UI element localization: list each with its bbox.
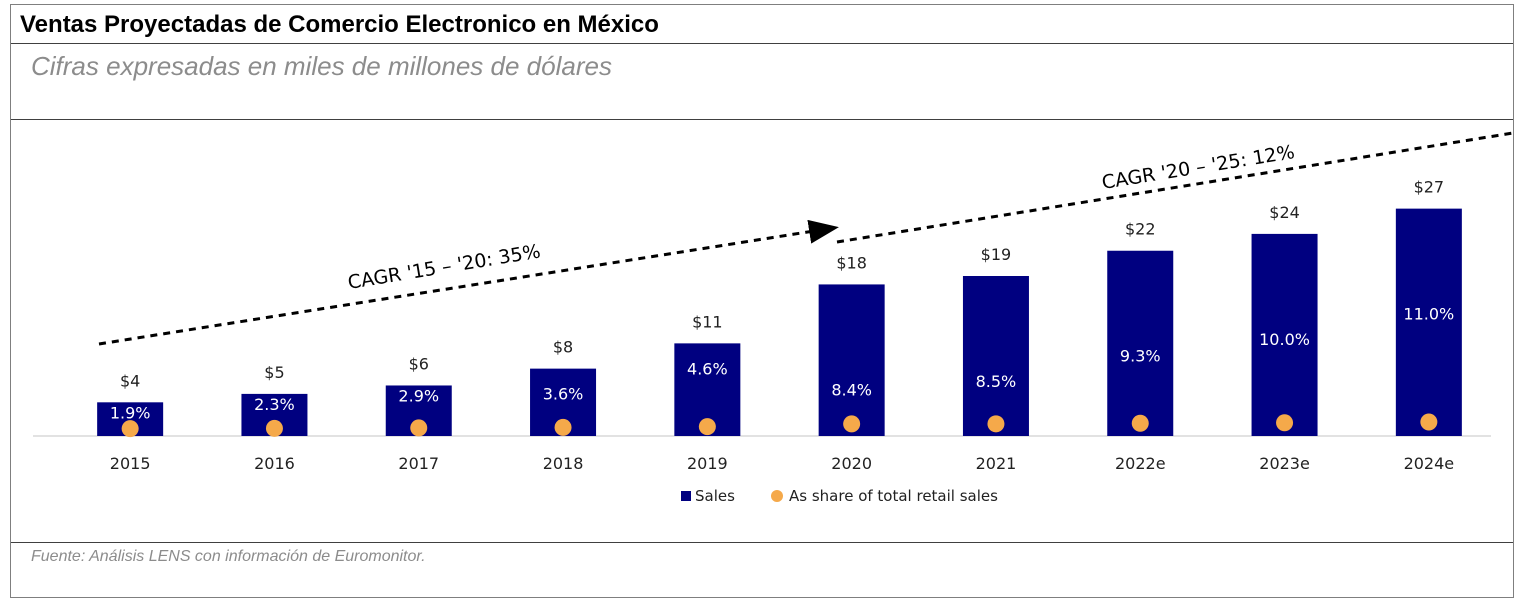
sales-value-label-2015: $4: [120, 371, 140, 390]
x-tick-label-2017: 2017: [398, 454, 439, 473]
sales-value-label-2022e: $22: [1125, 220, 1156, 239]
chart-title: Ventas Proyectadas de Comercio Electroni…: [20, 11, 659, 38]
sales-value-label-2020: $18: [836, 253, 867, 272]
source-note: Fuente: Análisis LENS con información de…: [31, 548, 426, 565]
legend-swatch-sales: [681, 491, 691, 501]
legend-label-sales: Sales: [695, 487, 735, 505]
sales-value-label-2018: $8: [553, 338, 573, 357]
cagr-2015-2020-label: CAGR '15 – '20: 35%: [346, 240, 542, 294]
sales-bar-2020: [818, 284, 885, 436]
share-dot-2015: [121, 420, 139, 438]
share-dot-2019: [698, 418, 716, 436]
share-dot-2024e: [1420, 413, 1438, 431]
chart-frame: Ventas Proyectadas de Comercio Electroni…: [10, 4, 1514, 598]
sales-value-label-2019: $11: [692, 312, 723, 331]
share-value-label-2017: 2.9%: [398, 386, 439, 405]
x-tick-label-2020: 2020: [831, 454, 872, 473]
sales-value-label-2024e: $27: [1414, 178, 1445, 197]
x-tick-label-2021: 2021: [976, 454, 1017, 473]
cagr-2020-2025-label: CAGR '20 – '25: 12%: [1100, 141, 1296, 194]
share-value-label-2023e: 10.0%: [1259, 330, 1310, 349]
chart-subtitle: Cifras expresadas en miles de millones d…: [31, 51, 612, 81]
share-value-label-2022e: 9.3%: [1120, 347, 1161, 366]
share-value-label-2015: 1.9%: [110, 403, 151, 422]
legend-label-share: As share of total retail sales: [789, 487, 998, 505]
share-dot-2022e: [1131, 414, 1149, 432]
subtitle-band: Cifras expresadas en miles de millones d…: [11, 43, 1513, 120]
share-dot-2020: [843, 415, 861, 433]
sales-value-label-2021: $19: [981, 245, 1012, 264]
cagr-2015-2020-arrow: [98, 219, 839, 346]
share-value-label-2018: 3.6%: [543, 385, 584, 404]
x-tick-label-2022e: 2022e: [1115, 454, 1166, 473]
x-tick-label-2018: 2018: [543, 454, 584, 473]
share-dot-2023e: [1276, 414, 1294, 432]
x-tick-label-2015: 2015: [110, 454, 151, 473]
share-value-label-2024e: 11.0%: [1403, 305, 1454, 324]
x-tick-label-2023e: 2023e: [1259, 454, 1310, 473]
share-value-label-2021: 8.5%: [976, 372, 1017, 391]
sales-value-label-2017: $6: [409, 354, 429, 373]
chart-area: $4 1.9% 2015 $5 2.3% 2016 $6 2.9% 2017 $8 3.6% 2018…: [11, 119, 1514, 543]
legend-swatch-share: [771, 490, 783, 502]
sales-bar-2022e: [1107, 250, 1174, 436]
sales-value-label-2016: $5: [264, 363, 284, 382]
sales-value-label-2023e: $24: [1269, 203, 1300, 222]
x-tick-label-2024e: 2024e: [1404, 454, 1455, 473]
sales-bar-chart: $4 1.9% 2015 $5 2.3% 2016 $6 2.9% 2017 $8 3.6% 2018…: [33, 131, 1514, 505]
footer-band: Fuente: Análisis LENS con información de…: [11, 542, 1513, 598]
share-dot-2021: [987, 415, 1005, 433]
header-band: Ventas Proyectadas de Comercio Electroni…: [11, 5, 1513, 44]
sales-bar-2023e: [1251, 233, 1318, 436]
sales-bar-2024e: [1395, 208, 1462, 436]
share-dot-2017: [410, 419, 428, 437]
sales-bar-2021: [962, 276, 1029, 436]
share-dot-2018: [554, 418, 572, 436]
cagr-2020-2025-line: [836, 131, 1514, 244]
share-value-label-2016: 2.3%: [254, 395, 295, 414]
x-tick-label-2016: 2016: [254, 454, 295, 473]
chart-legend: Sales As share of total retail sales: [681, 487, 998, 505]
x-tick-label-2019: 2019: [687, 454, 728, 473]
share-dot-2016: [265, 419, 283, 437]
share-value-label-2020: 8.4%: [831, 380, 872, 399]
share-value-label-2019: 4.6%: [687, 359, 728, 378]
